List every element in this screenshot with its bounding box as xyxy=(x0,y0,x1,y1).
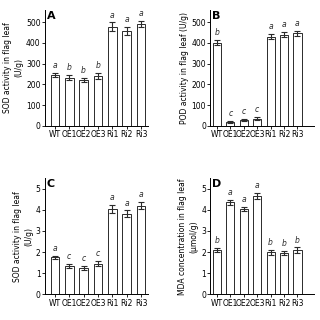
Bar xyxy=(79,268,88,294)
Text: D: D xyxy=(212,179,221,189)
Text: b: b xyxy=(282,239,286,248)
Text: A: A xyxy=(47,11,55,21)
Bar xyxy=(51,75,59,126)
Text: c: c xyxy=(96,249,100,258)
Text: c: c xyxy=(242,107,246,116)
Text: a: a xyxy=(139,9,143,18)
Bar xyxy=(137,206,145,294)
Bar xyxy=(65,266,74,294)
Bar xyxy=(79,80,88,126)
Text: B: B xyxy=(212,11,221,21)
Bar xyxy=(253,196,261,294)
Text: b: b xyxy=(67,63,72,72)
Bar xyxy=(253,119,261,126)
Bar xyxy=(51,257,59,294)
Text: C: C xyxy=(47,179,55,189)
Bar xyxy=(240,209,248,294)
Bar xyxy=(267,252,275,294)
Text: c: c xyxy=(228,109,233,118)
Text: a: a xyxy=(124,15,129,24)
Bar xyxy=(108,209,116,294)
Bar xyxy=(122,31,131,126)
Text: b: b xyxy=(214,28,220,37)
Bar xyxy=(280,35,288,126)
Text: a: a xyxy=(52,244,57,253)
Text: a: a xyxy=(110,11,115,20)
Bar xyxy=(122,214,131,294)
Text: a: a xyxy=(228,188,233,197)
Y-axis label: POD activity in flag leaf (U/g): POD activity in flag leaf (U/g) xyxy=(180,12,189,124)
Text: b: b xyxy=(95,61,100,70)
Y-axis label: MDA concentration in flag leaf
(μmol/g): MDA concentration in flag leaf (μmol/g) xyxy=(178,178,198,294)
Text: b: b xyxy=(214,236,220,245)
Text: b: b xyxy=(81,66,86,75)
Bar xyxy=(65,78,74,126)
Y-axis label: SOD activity in flag leaf
(U/g): SOD activity in flag leaf (U/g) xyxy=(13,191,33,282)
Bar xyxy=(94,76,102,126)
Bar xyxy=(280,253,288,294)
Text: a: a xyxy=(268,22,273,31)
Text: a: a xyxy=(124,199,129,208)
Text: a: a xyxy=(255,181,260,190)
Text: b: b xyxy=(295,236,300,244)
Text: c: c xyxy=(82,254,86,263)
Bar xyxy=(137,24,145,126)
Text: a: a xyxy=(110,193,115,202)
Text: a: a xyxy=(52,61,57,70)
Text: a: a xyxy=(295,20,300,28)
Bar xyxy=(240,120,248,126)
Bar xyxy=(94,264,102,294)
Text: c: c xyxy=(255,105,259,114)
Bar xyxy=(226,203,234,294)
Bar xyxy=(293,250,301,294)
Bar xyxy=(267,36,275,126)
Bar xyxy=(213,250,221,294)
Text: a: a xyxy=(242,195,246,204)
Text: b: b xyxy=(268,238,273,247)
Bar xyxy=(226,122,234,126)
Text: a: a xyxy=(282,20,286,29)
Bar xyxy=(108,27,116,126)
Bar xyxy=(213,43,221,126)
Bar xyxy=(293,34,301,126)
Y-axis label: SOD activity in flag leaf
(U/g): SOD activity in flag leaf (U/g) xyxy=(3,22,23,113)
Text: a: a xyxy=(139,190,143,199)
Text: c: c xyxy=(67,252,71,261)
